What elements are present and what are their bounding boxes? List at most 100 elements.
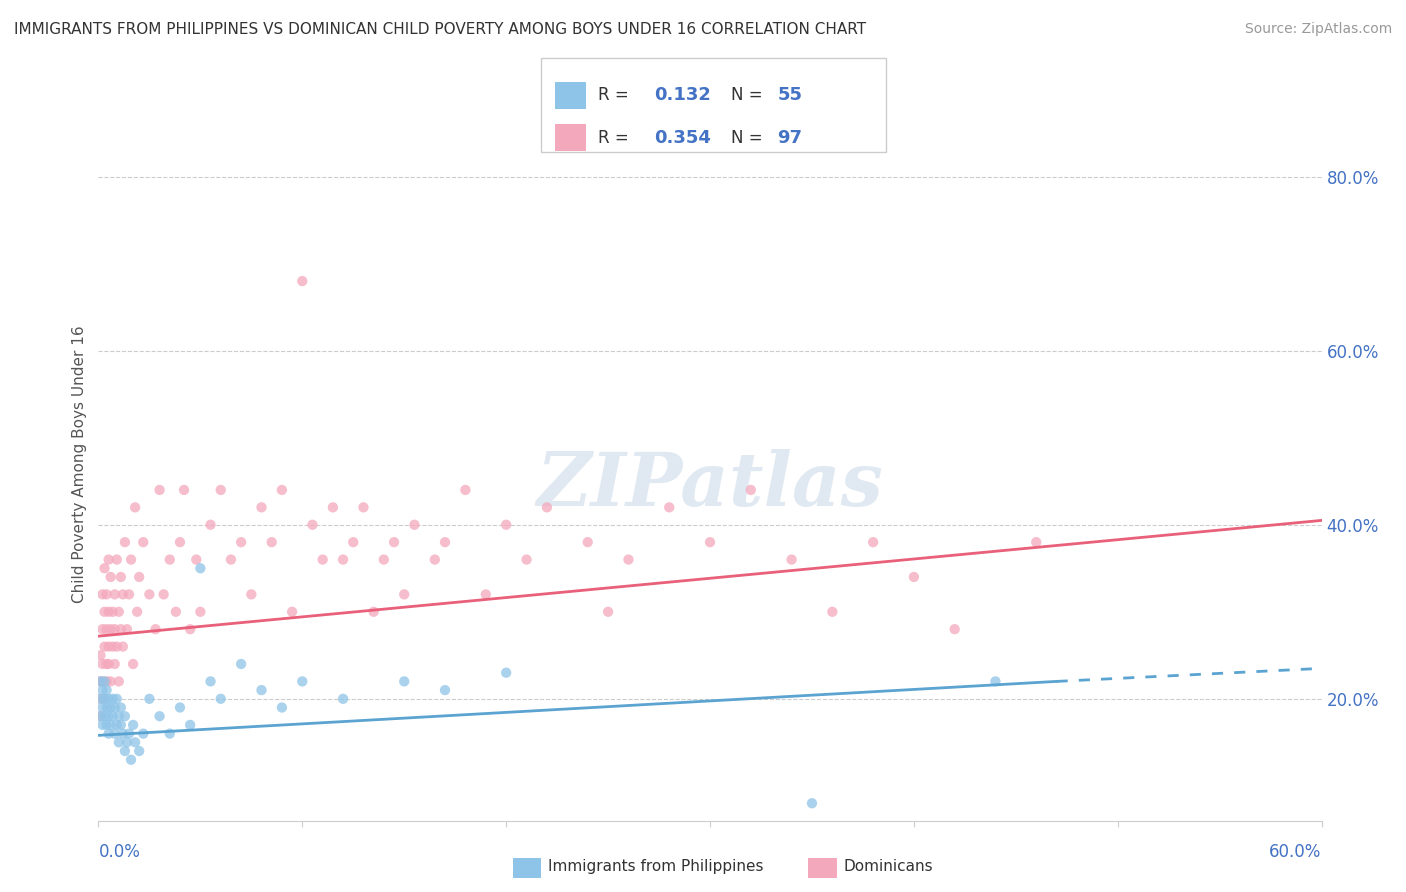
Point <box>780 552 803 566</box>
Point <box>821 605 844 619</box>
Point <box>434 535 457 549</box>
Point <box>291 674 314 689</box>
Point <box>96 683 118 698</box>
Point <box>101 605 124 619</box>
Point <box>104 622 127 636</box>
Point <box>740 483 762 497</box>
Point <box>188 605 212 619</box>
Point <box>96 674 118 689</box>
Point <box>97 640 120 654</box>
Point <box>281 605 304 619</box>
Point <box>97 605 120 619</box>
Text: 97: 97 <box>778 128 803 146</box>
Text: Dominicans: Dominicans <box>844 859 934 873</box>
Point <box>423 552 446 566</box>
Point <box>270 700 294 714</box>
Point <box>179 718 201 732</box>
Point <box>111 640 134 654</box>
Point <box>250 500 273 515</box>
Text: 60.0%: 60.0% <box>1270 843 1322 861</box>
Point <box>105 552 128 566</box>
Point <box>91 657 114 671</box>
Point <box>124 735 146 749</box>
Point <box>132 726 155 740</box>
Y-axis label: Child Poverty Among Boys Under 16: Child Poverty Among Boys Under 16 <box>72 325 87 603</box>
Point <box>159 552 181 566</box>
Point <box>93 674 115 689</box>
Point <box>110 622 132 636</box>
Point <box>301 517 323 532</box>
Point <box>169 700 191 714</box>
Point <box>104 657 127 671</box>
Point <box>240 587 263 601</box>
Point <box>149 483 172 497</box>
Point <box>108 735 131 749</box>
Text: 0.0%: 0.0% <box>98 843 141 861</box>
Point <box>173 483 195 497</box>
Point <box>97 709 120 723</box>
Point <box>188 561 212 575</box>
Point <box>93 640 115 654</box>
Point <box>91 587 114 601</box>
Point <box>104 700 127 714</box>
Point <box>97 552 120 566</box>
Point <box>474 587 498 601</box>
Point <box>108 674 131 689</box>
Point <box>91 700 114 714</box>
Point <box>903 570 925 584</box>
Point <box>115 735 138 749</box>
Point <box>159 726 181 740</box>
Point <box>1025 535 1047 549</box>
Point <box>617 552 640 566</box>
Point <box>108 605 131 619</box>
Point <box>598 605 620 619</box>
Point <box>93 691 115 706</box>
Point <box>332 691 354 706</box>
Point <box>404 517 426 532</box>
Point <box>97 726 120 740</box>
Point <box>200 674 222 689</box>
Point <box>209 483 232 497</box>
Point <box>100 700 122 714</box>
Point <box>312 552 335 566</box>
Point <box>332 552 354 566</box>
Point <box>434 683 457 698</box>
Point <box>89 674 111 689</box>
Point <box>100 718 122 732</box>
Point <box>862 535 884 549</box>
Point <box>270 483 294 497</box>
Point <box>392 674 416 689</box>
Point <box>291 274 314 288</box>
Point <box>122 718 145 732</box>
Point <box>801 796 824 810</box>
Point <box>186 552 208 566</box>
Point <box>96 587 118 601</box>
Point <box>104 587 127 601</box>
Point <box>132 535 155 549</box>
Point <box>114 744 136 758</box>
Text: R =: R = <box>598 87 634 104</box>
Point <box>984 674 1007 689</box>
Point <box>536 500 558 515</box>
Point <box>165 605 187 619</box>
Point <box>128 570 150 584</box>
Point <box>108 709 131 723</box>
Point <box>363 605 385 619</box>
Point <box>145 622 167 636</box>
Point <box>105 691 128 706</box>
Point <box>127 605 149 619</box>
Point <box>100 674 122 689</box>
Point <box>200 517 222 532</box>
Point <box>392 587 416 601</box>
Point <box>101 691 124 706</box>
Point <box>91 683 114 698</box>
Point <box>93 561 115 575</box>
Point <box>149 709 172 723</box>
Point <box>128 744 150 758</box>
Point <box>658 500 681 515</box>
Point <box>124 500 146 515</box>
Text: Immigrants from Philippines: Immigrants from Philippines <box>548 859 763 873</box>
Point <box>96 657 118 671</box>
Point <box>138 691 160 706</box>
Point <box>169 535 191 549</box>
